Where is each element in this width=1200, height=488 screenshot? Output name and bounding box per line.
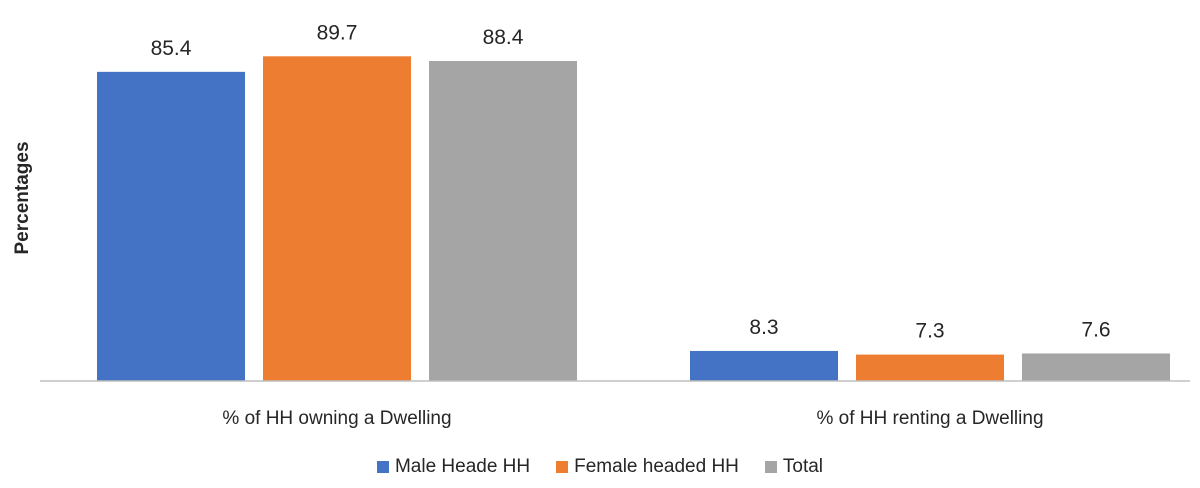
- legend-item-total: Total: [764, 456, 824, 478]
- legend-swatch: [376, 461, 389, 473]
- category-label-renting: % of HH renting a Dwelling: [816, 408, 1043, 429]
- category-labels-layer: % of HH owning a Dwelling % of HH renting…: [222, 408, 1043, 429]
- data-label-male-heade-hh-renting: 8.3: [749, 316, 778, 339]
- legend-label: Total: [782, 456, 824, 477]
- legend-label: Female headed HH: [574, 456, 739, 477]
- data-label-female-headed-hh-owning: 89.7: [317, 21, 358, 44]
- legend-item-female-headed-hh: Female headed HH: [556, 456, 739, 478]
- legend-swatch: [764, 461, 777, 473]
- value-labels-layer: 85.4 89.7 88.4 8.3 7.3 7.6: [151, 21, 1111, 342]
- bar-female-headed-hh-owning: [263, 56, 411, 381]
- legend-item-male-heade-hh: Male Heade HH: [376, 456, 531, 478]
- legend: Male Heade HH Female headed HH Total: [0, 456, 1200, 478]
- data-label-male-heade-hh-owning: 85.4: [151, 37, 192, 60]
- bar-total-owning: [429, 60, 577, 381]
- bar-female-headed-hh-renting: [856, 354, 1004, 381]
- bar-male-heade-hh-renting: [690, 350, 838, 381]
- bar-total-renting: [1022, 353, 1170, 381]
- category-label-owning: % of HH owning a Dwelling: [222, 408, 451, 429]
- data-label-total-renting: 7.6: [1081, 318, 1110, 341]
- data-label-female-headed-hh-renting: 7.3: [915, 320, 944, 343]
- bars-layer: [97, 56, 1170, 382]
- y-axis-title: Percentages: [12, 141, 33, 254]
- legend-label: Male Heade HH: [394, 456, 531, 477]
- legend-swatch: [556, 461, 569, 473]
- bar-male-heade-hh-owning: [97, 71, 245, 382]
- data-label-total-owning: 88.4: [483, 26, 524, 49]
